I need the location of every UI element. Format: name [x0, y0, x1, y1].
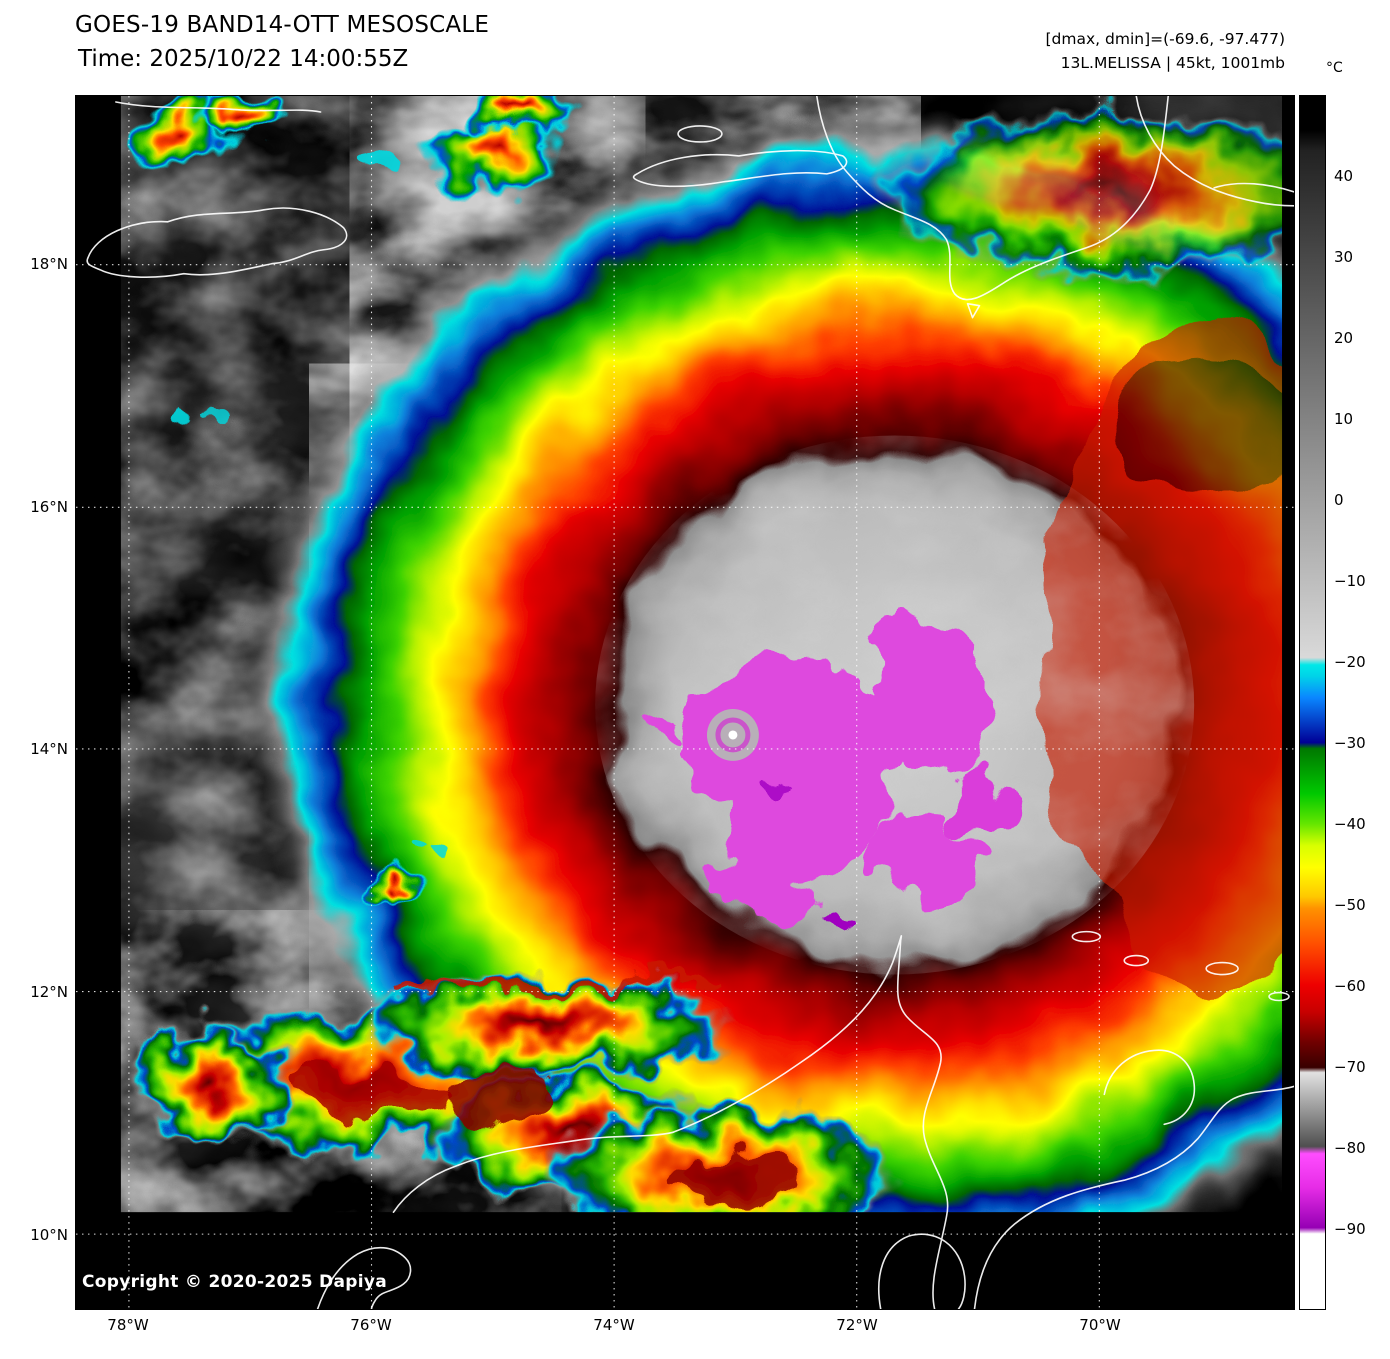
coastline-island-small: [1268, 991, 1290, 1002]
coastline-aruba: [1071, 930, 1102, 943]
lat-tick-10n: 10°N: [30, 1226, 68, 1244]
lon-tick-78w: 78°W: [107, 1316, 149, 1334]
dmax-dmin-readout: [dmax, dmin]=(-69.6, -97.477): [1045, 30, 1286, 48]
coastline-bottom-left: [316, 1247, 412, 1309]
lon-tick-70w: 70°W: [1079, 1316, 1121, 1334]
lon-tick-72w: 72°W: [836, 1316, 878, 1334]
coastline-hispaniola: [815, 96, 1170, 301]
coastline-bonaire: [1205, 961, 1239, 976]
hurricane-eye: [706, 708, 759, 761]
coastline-curacao: [1123, 954, 1150, 967]
lat-tick-18n: 18°N: [30, 255, 68, 273]
colorbar-tick: 30: [1334, 248, 1354, 266]
colorbar-tick: −10: [1334, 572, 1366, 590]
temperature-colorbar: [1299, 95, 1326, 1310]
colorbar-tick: −50: [1334, 896, 1366, 914]
colorbar-tick: −80: [1334, 1139, 1366, 1157]
coastline-tiburon-peninsula: [632, 149, 848, 188]
coastline-cuba-fragment: [115, 101, 322, 113]
figure-title: GOES-19 BAND14-OTT MESOSCALE: [75, 12, 490, 38]
lat-tick-16n: 16°N: [30, 498, 68, 516]
storm-info-readout: 13L.MELISSA | 45kt, 1001mb: [1060, 54, 1285, 73]
ir-imagery-layer: [120, 96, 1283, 1213]
copyright-text: Copyright © 2020-2025 Dapiya: [82, 1272, 387, 1292]
coastline-paraguana: [1103, 1049, 1196, 1126]
header-right-block: [dmax, dmin]=(-69.6, -97.477) 13L.MELISS…: [1046, 27, 1286, 75]
colorbar-unit-label: °C: [1326, 60, 1343, 76]
coastline-beata-island: [966, 302, 981, 319]
colorbar-tick: 20: [1334, 329, 1354, 347]
colorbar-tick: −70: [1334, 1058, 1366, 1076]
lon-tick-74w: 74°W: [593, 1316, 635, 1334]
coastline-puerto-rico-fragment: [1213, 182, 1294, 193]
satellite-imagery-svg: [76, 96, 1294, 1309]
lat-tick-12n: 12°N: [30, 983, 68, 1001]
coastline-jamaica: [86, 207, 348, 278]
colorbar-tick: −20: [1334, 653, 1366, 671]
coastline-layer: [86, 96, 1294, 1309]
figure-timestamp: Time: 2025/10/22 14:00:55Z: [78, 46, 409, 72]
southern-convection-band: [130, 974, 900, 1213]
coastline-venezuela: [973, 1085, 1294, 1309]
colorbar-tick: 10: [1334, 410, 1354, 428]
coastline-colombia: [392, 1131, 674, 1213]
grid-layer: [76, 96, 1294, 1309]
scattered-cells: [125, 96, 574, 912]
colorbar-tick: −40: [1334, 815, 1366, 833]
lon-tick-76w: 76°W: [350, 1316, 392, 1334]
north-outer-band: [874, 106, 1283, 276]
satellite-map: [75, 95, 1295, 1310]
colorbar-tick: −90: [1334, 1220, 1366, 1238]
coastline-gonave-island: [677, 125, 723, 143]
colorbar-tick: −60: [1334, 977, 1366, 995]
colorbar-tick: 0: [1334, 491, 1344, 509]
colorbar-tick: −30: [1334, 734, 1366, 752]
coastline-east-hispaniola: [1135, 96, 1294, 207]
coastline-guajira-gulf: [672, 935, 949, 1309]
coastline-lake-maracaibo: [877, 1233, 966, 1309]
colorbar-tick: 40: [1334, 167, 1354, 185]
lat-tick-14n: 14°N: [30, 740, 68, 758]
